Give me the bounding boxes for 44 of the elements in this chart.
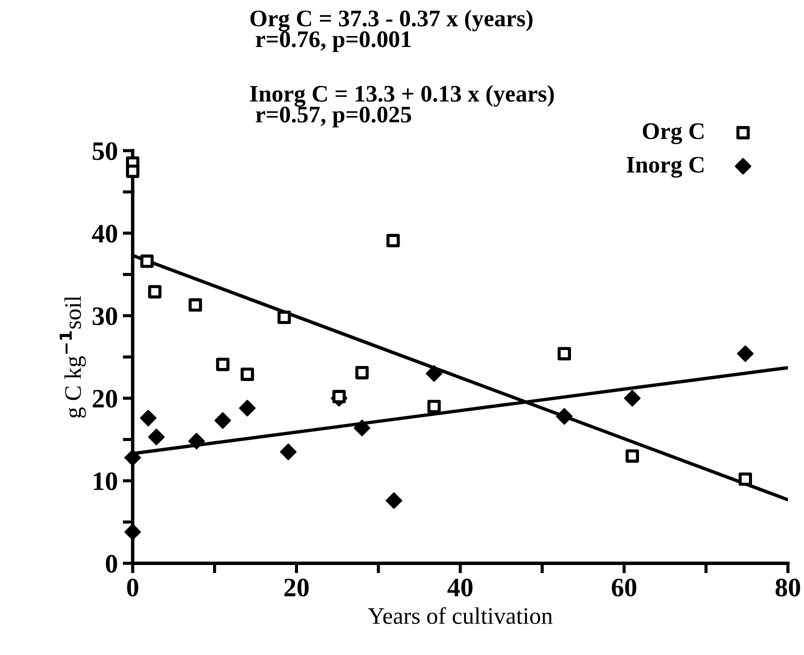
point — [188, 432, 205, 450]
x-tick-label: 20 — [284, 578, 309, 596]
legend-label: Org C — [642, 123, 704, 144]
text: Inorg C = 13.3 + 0.13 x (years) r=0.57, p=0.025 — [250, 85, 554, 128]
point — [738, 472, 752, 486]
y-tick-label: 20 — [92, 390, 118, 408]
y-tick-label: 40 — [92, 224, 118, 243]
point — [558, 346, 571, 360]
point — [737, 345, 754, 362]
y-tick-label: 0 — [106, 554, 118, 573]
y-tick-label: 50 — [92, 142, 118, 160]
x-tick-label: 0 — [127, 578, 138, 596]
point — [355, 366, 369, 380]
point — [278, 310, 291, 324]
point — [280, 444, 297, 460]
point — [239, 400, 256, 416]
x-tick-label: 40 — [447, 578, 472, 596]
point — [354, 420, 370, 436]
point — [426, 365, 442, 382]
point — [188, 298, 202, 312]
point — [148, 285, 162, 298]
y-tick-label: 30 — [92, 307, 118, 326]
point — [124, 449, 141, 466]
point — [386, 492, 402, 509]
point — [556, 408, 573, 425]
point — [624, 390, 641, 407]
point — [124, 524, 141, 540]
x-tick-label: 60 — [612, 578, 636, 596]
point — [427, 400, 441, 414]
point — [126, 164, 140, 178]
text: Org C = 37.3 - 0.37 x (years) r=0.76, p=0.001 — [250, 10, 532, 52]
point — [148, 428, 165, 446]
x-axis-title: Years of cultivation — [368, 607, 553, 624]
x-tick-label: 80 — [776, 578, 800, 596]
y-tick-label: 10 — [94, 472, 118, 490]
point — [240, 368, 254, 381]
point — [140, 410, 157, 426]
point — [386, 234, 400, 248]
y-axis-title: g C kg$^{−1}$soil — [60, 296, 86, 418]
legend-label: Inorg C — [626, 156, 704, 178]
point — [140, 254, 154, 268]
point — [214, 412, 232, 429]
point — [216, 358, 230, 372]
point — [626, 449, 639, 463]
